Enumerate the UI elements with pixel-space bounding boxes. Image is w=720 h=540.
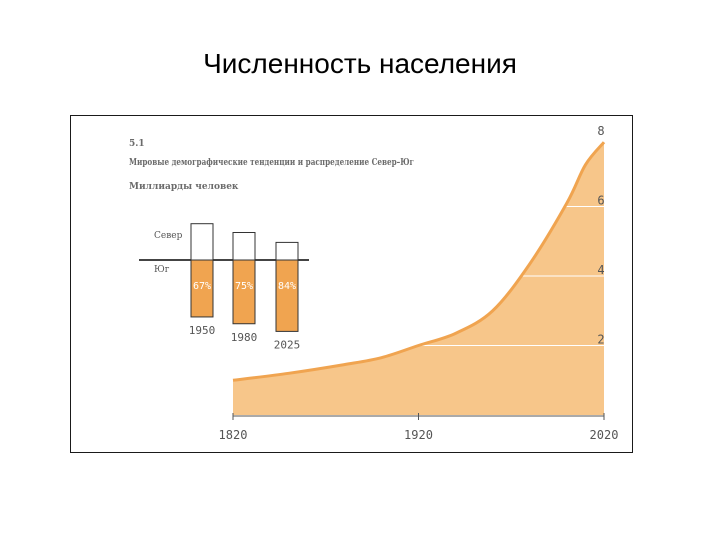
south-pct-label-1950: 67%	[193, 281, 211, 292]
figure-number: 5.1	[129, 139, 145, 149]
bar-year-label-1980: 1980	[231, 331, 258, 344]
x-tick-label-1820: 1820	[219, 428, 248, 442]
north-south-bars: Север Юг 67% 1950 75% 1980 84% 2025	[139, 223, 309, 351]
figure-unit: Миллиарды человек	[129, 182, 239, 192]
population-chart: 5.1 Мировые демографические тенденции и …	[129, 124, 619, 442]
south-pct-label-1980: 75%	[235, 281, 253, 292]
bar-year-label-2025: 2025	[274, 338, 301, 351]
slide-title: Численность населения	[203, 48, 517, 79]
north-label: Север	[154, 231, 183, 241]
south-bar-1980	[232, 259, 256, 325]
north-bar-2025	[275, 241, 299, 261]
y-tick-label-6: 6	[597, 194, 604, 208]
x-tick-label-1920: 1920	[404, 428, 433, 442]
north-bar-1980	[232, 232, 256, 261]
north-bar-1950	[190, 223, 214, 261]
figure-frame: 5.1 Мировые демографические тенденции и …	[70, 115, 633, 453]
south-pct-label-2025: 84%	[278, 281, 296, 292]
area-chart: 1820 1920 2020 2 4 6 8	[219, 124, 619, 442]
y-tick-label-2: 2	[597, 333, 604, 347]
south-label: Юг	[154, 265, 170, 275]
south-bar-1950	[190, 259, 214, 318]
x-tick-label-2020: 2020	[590, 428, 619, 442]
y-tick-label-8: 8	[597, 124, 604, 138]
bar-year-label-1950: 1950	[189, 324, 216, 337]
population-area-fill	[233, 142, 604, 415]
population-curve	[232, 141, 606, 382]
y-tick-label-4: 4	[597, 263, 604, 277]
south-bar-2025	[275, 259, 299, 332]
figure-title: Мировые демографические тенденции и расп…	[129, 158, 414, 168]
